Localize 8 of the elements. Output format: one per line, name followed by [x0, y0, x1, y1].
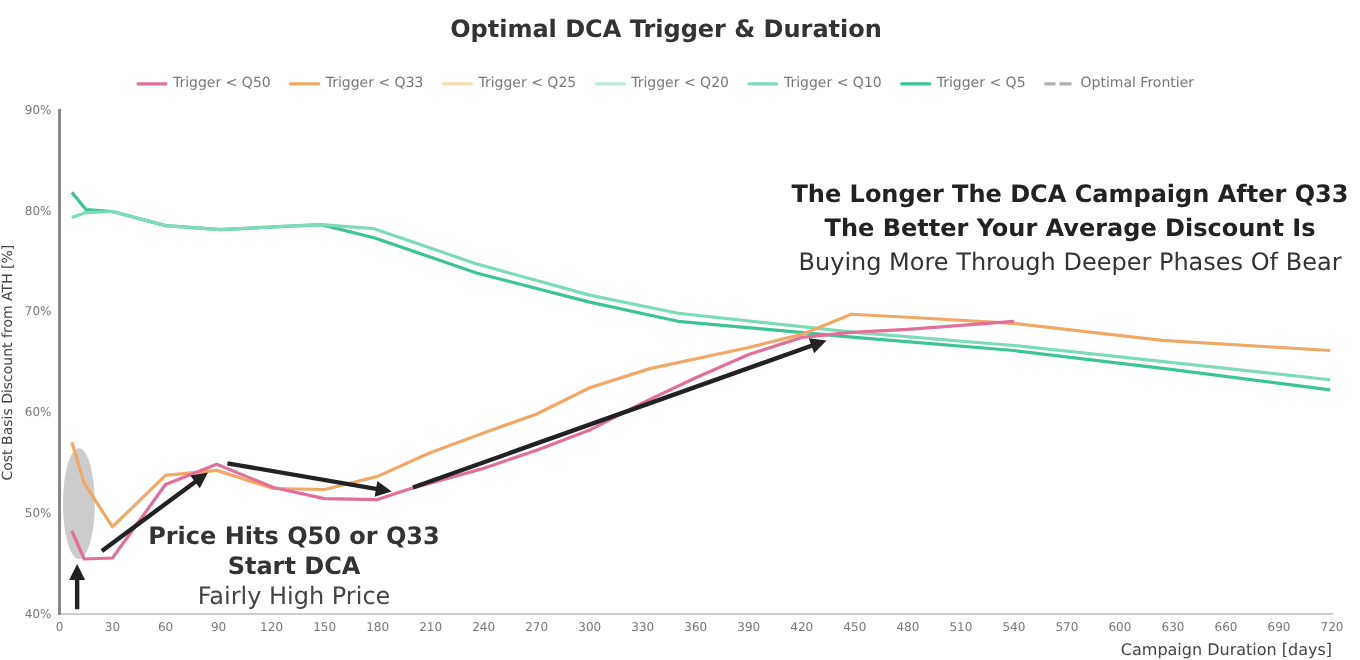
annotation: Start DCA [225, 552, 363, 580]
x-axis-title: Campaign Duration [days] [1120, 640, 1332, 659]
chart-title: Optimal DCA Trigger & Duration [450, 14, 882, 43]
annotation: Price Hits Q50 or Q33 [146, 522, 442, 550]
annotation: Fairly High Price [195, 582, 393, 610]
annotation: Buying More Through Deeper Phases Of Bear [796, 248, 1344, 276]
annotation: The Longer The DCA Campaign After Q33 [789, 180, 1351, 208]
annotation: The Better Your Average Discount Is [822, 214, 1318, 242]
